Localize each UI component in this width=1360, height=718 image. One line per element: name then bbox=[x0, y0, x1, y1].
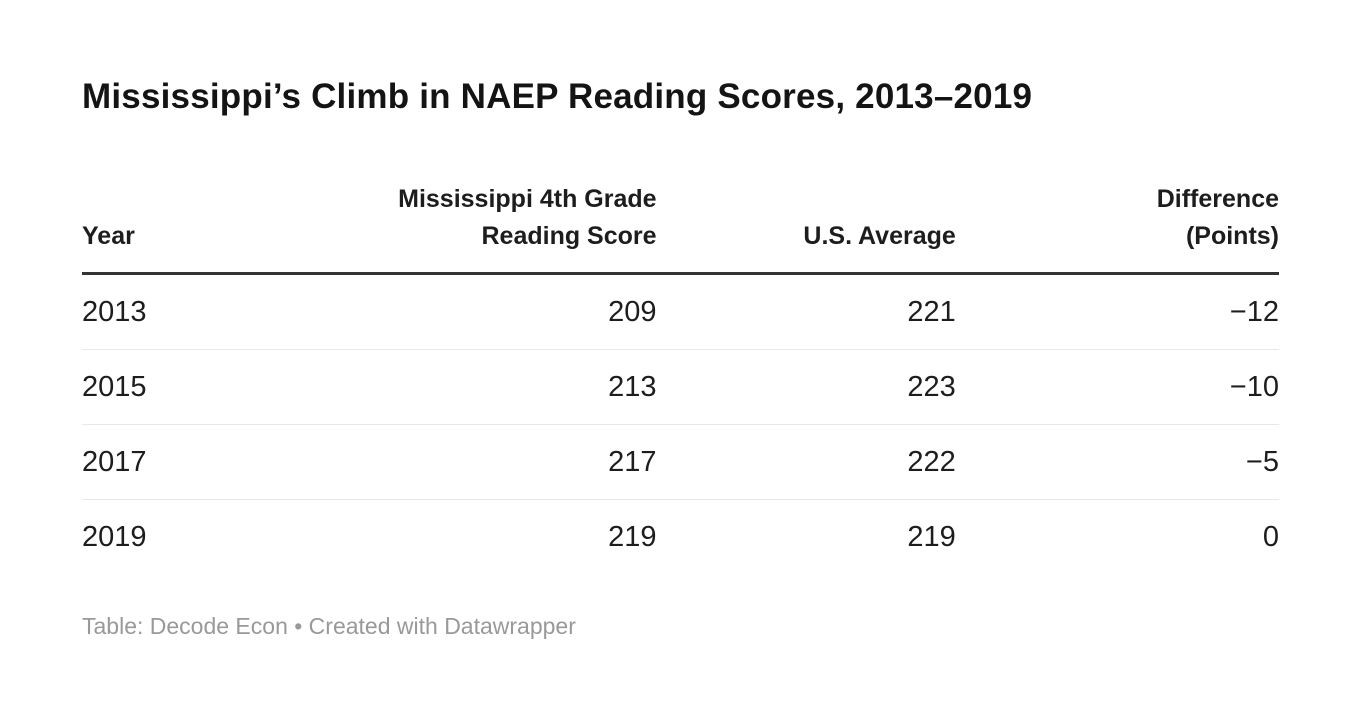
cell-us-average: 219 bbox=[907, 521, 956, 553]
table-row-2019: 2019 219 219 0 bbox=[82, 500, 1279, 575]
cell-year: 2013 bbox=[82, 273, 322, 350]
column-header-year: Year bbox=[82, 181, 322, 275]
cell-year: 2017 bbox=[82, 424, 322, 500]
cell-difference: −12 bbox=[955, 273, 1279, 350]
column-header-difference: Difference (Points) bbox=[955, 181, 1279, 275]
header-row: Year Mississippi 4th Grade Reading Score… bbox=[82, 181, 1279, 275]
table-row-2013: 2013 209 221 −12 bbox=[82, 273, 1279, 350]
page-title: Mississippi’s Climb in NAEP Reading Scor… bbox=[82, 77, 1033, 116]
cell-difference: −5 bbox=[955, 424, 1279, 500]
cell-us-average: 222 bbox=[656, 424, 956, 500]
data-table: Year Mississippi 4th Grade Reading Score… bbox=[82, 181, 1279, 574]
cell-difference: −10 bbox=[955, 349, 1279, 425]
cell-year: 2019 bbox=[82, 521, 147, 553]
cell-ms-score: 209 bbox=[321, 273, 657, 350]
table-row-2015: 2015 213 223 −10 bbox=[82, 349, 1279, 425]
column-header-mississippi-score: Mississippi 4th Grade Reading Score bbox=[321, 181, 657, 275]
cell-ms-score: 217 bbox=[321, 424, 657, 500]
cell-us-average: 221 bbox=[656, 273, 956, 350]
cell-ms-score: 219 bbox=[608, 521, 657, 553]
cell-difference: 0 bbox=[1262, 521, 1279, 553]
cell-year: 2015 bbox=[82, 349, 322, 425]
table-row-2017: 2017 217 222 −5 bbox=[82, 424, 1279, 500]
column-header-us-average: U.S. Average bbox=[656, 181, 956, 275]
cell-ms-score: 213 bbox=[321, 349, 657, 425]
cell-us-average: 223 bbox=[656, 349, 956, 425]
attribution-footer: Table: Decode Econ • Created with Datawr… bbox=[82, 613, 576, 639]
